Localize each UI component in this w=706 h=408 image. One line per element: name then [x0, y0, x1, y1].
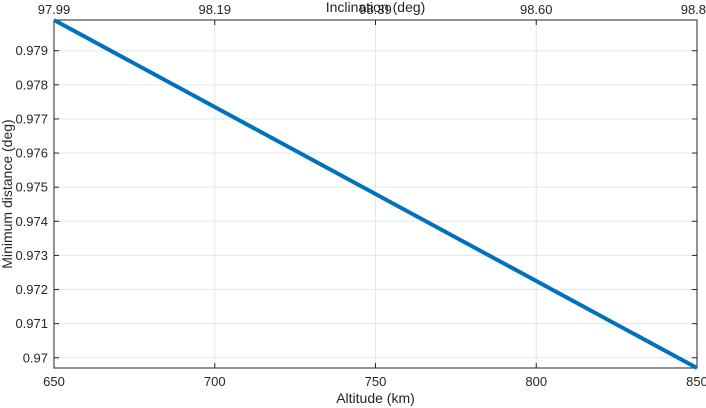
y-tick-label: 0.975 — [15, 180, 48, 195]
y-axis-title: Minimum distance (deg) — [0, 119, 15, 268]
series-marks — [53, 18, 698, 370]
top-tick-label: 98.19 — [198, 2, 231, 17]
y-tick-label: 0.974 — [15, 214, 48, 229]
top-tick-label: 98.82 — [681, 2, 706, 17]
x-axis-title: Altitude (km) — [336, 390, 415, 406]
top-tick-label: 98.39 — [359, 2, 392, 17]
y-tick-label: 0.977 — [15, 111, 48, 126]
x-tick-label: 750 — [365, 374, 387, 389]
tick-labels: 650 97.99 700 98.19 750 98.39 800 98.60 850 98.82… — [15, 2, 706, 389]
y-tick-label: 0.976 — [15, 146, 48, 161]
series-line — [53, 18, 698, 370]
y-tick-label: 0.978 — [15, 77, 48, 92]
top-tick-label: 97.99 — [38, 2, 71, 17]
x-tick-label: 650 — [43, 374, 65, 389]
top-tick-label: 98.60 — [520, 2, 553, 17]
y-tick-label: 0.979 — [15, 43, 48, 58]
grid — [53, 20, 698, 368]
top-axis-title: Inclination (deg) — [326, 0, 426, 15]
y-tick-label: 0.97 — [23, 350, 48, 365]
y-tick-label: 0.971 — [15, 316, 48, 331]
y-tick-label: 0.972 — [15, 282, 48, 297]
x-tick-label: 800 — [525, 374, 547, 389]
x-tick-label: 850 — [686, 374, 706, 389]
y-tick-label: 0.973 — [15, 248, 48, 263]
x-tick-label: 700 — [204, 374, 226, 389]
